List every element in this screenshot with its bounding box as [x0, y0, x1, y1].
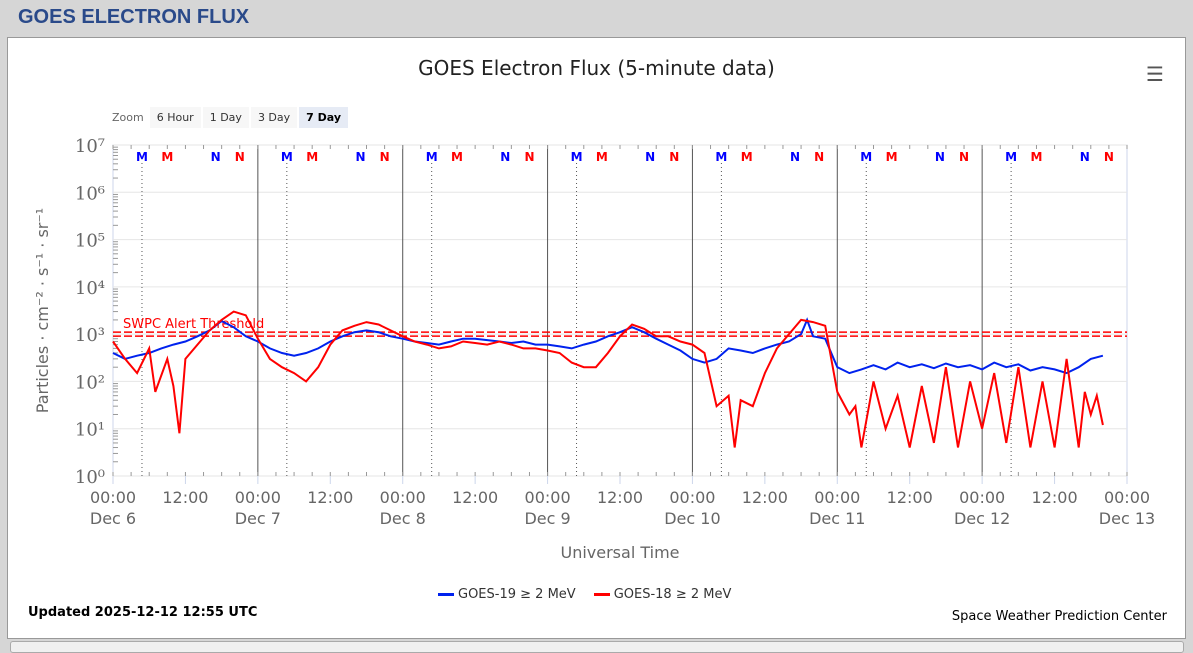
x-tick-label: 00:00 [525, 488, 571, 507]
local-time-marker-M: M [741, 150, 753, 164]
local-time-marker-M: M [1005, 150, 1017, 164]
x-tick-date: Dec 6 [90, 509, 136, 528]
x-tick-label: 12:00 [1032, 488, 1078, 507]
legend: GOES-19 ≥ 2 MeV GOES-18 ≥ 2 MeV [438, 587, 731, 602]
x-tick-label: 00:00 [380, 488, 426, 507]
local-time-marker-N: N [959, 150, 969, 164]
zoom-1-day-button[interactable]: 1 Day [202, 107, 249, 128]
zoom-3-day-button[interactable]: 3 Day [250, 107, 298, 128]
local-time-marker-M: M [596, 150, 608, 164]
legend-item-goes18[interactable]: GOES-18 ≥ 2 MeV [593, 587, 732, 602]
series-line-goes18 [112, 310, 1104, 448]
legend-swatch [438, 593, 454, 596]
x-tick-date: Dec 7 [235, 509, 281, 528]
x-tick-label: 00:00 [669, 488, 715, 507]
local-time-marker-N: N [211, 150, 221, 164]
local-time-marker-N: N [235, 150, 245, 164]
x-tick-date: Dec 9 [524, 509, 570, 528]
x-tick-label: 12:00 [162, 488, 208, 507]
x-tick-label: 00:00 [235, 488, 281, 507]
local-time-marker-N: N [524, 150, 534, 164]
local-time-marker-N: N [355, 150, 365, 164]
x-tick-label: 12:00 [452, 488, 498, 507]
x-tick-label: 12:00 [887, 488, 933, 507]
legend-label: GOES-19 ≥ 2 MeV [458, 587, 576, 602]
local-time-marker-M: M [1030, 150, 1042, 164]
x-tick-label: 12:00 [307, 488, 353, 507]
y-tick-label: 10⁶ [75, 183, 105, 204]
y-tick-label: 10³ [75, 325, 105, 346]
local-time-marker-N: N [1080, 150, 1090, 164]
local-time-marker-N: N [645, 150, 655, 164]
y-tick-label: 10⁵ [75, 231, 105, 252]
hamburger-menu-icon[interactable]: ☰ [1146, 62, 1164, 86]
x-tick-date: Dec 8 [380, 509, 426, 528]
legend-swatch [593, 593, 610, 596]
x-tick-label: 00:00 [1104, 488, 1150, 507]
y-axis-label: Particles · cm⁻² · s⁻¹ · sr⁻¹ [33, 208, 52, 413]
legend-label: GOES-18 ≥ 2 MeV [613, 587, 732, 602]
y-tick-label: 10¹ [75, 420, 105, 441]
local-time-marker-M: M [451, 150, 463, 164]
legend-item-goes19[interactable]: GOES-19 ≥ 2 MeV [438, 587, 576, 602]
zoom-6-hour-button[interactable]: 6 Hour [149, 107, 201, 128]
zoom-label: Zoom [112, 111, 144, 124]
x-tick-label: 00:00 [959, 488, 1005, 507]
local-time-marker-M: M [281, 150, 293, 164]
local-time-marker-M: M [860, 150, 872, 164]
x-tick-label: 12:00 [597, 488, 643, 507]
local-time-marker-N: N [669, 150, 679, 164]
y-tick-label: 10² [75, 372, 105, 393]
x-axis-label: Universal Time [560, 543, 679, 562]
x-tick-date: Dec 11 [809, 509, 865, 528]
local-time-marker-N: N [814, 150, 824, 164]
x-tick-date: Dec 12 [954, 509, 1010, 528]
local-time-marker-N: N [380, 150, 390, 164]
next-panel-edge [10, 641, 1184, 653]
x-tick-label: 12:00 [742, 488, 788, 507]
chart-panel: GOES Electron Flux (5-minute data) ☰ Zoo… [7, 37, 1186, 639]
y-tick-label: 10⁴ [75, 278, 105, 299]
series-line-goes19 [112, 317, 1104, 375]
credit-text: Space Weather Prediction Center [951, 609, 1167, 624]
local-time-marker-N: N [500, 150, 510, 164]
zoom-selector: Zoom 6 Hour 1 Day 3 Day 7 Day [112, 107, 350, 128]
zoom-7-day-button[interactable]: 7 Day [299, 107, 349, 128]
x-tick-label: 00:00 [90, 488, 136, 507]
local-time-marker-N: N [1104, 150, 1114, 164]
plot-area [112, 144, 1128, 477]
threshold-label: SWPC Alert Threshold [123, 317, 264, 332]
local-time-marker-M: M [426, 150, 438, 164]
page-header: GOES ELECTRON FLUX [0, 0, 1193, 36]
local-time-marker-M: M [306, 150, 318, 164]
x-tick-date: Dec 10 [664, 509, 720, 528]
chart-title: GOES Electron Flux (5-minute data) [418, 56, 775, 80]
local-time-marker-N: N [790, 150, 800, 164]
page-title: GOES ELECTRON FLUX [18, 6, 250, 28]
local-time-marker-M: M [571, 150, 583, 164]
local-time-marker-M: M [136, 150, 148, 164]
updated-timestamp: Updated 2025-12-12 12:55 UTC [28, 605, 258, 620]
chart-plot: 10⁰ 10¹ 10² 10³ 10⁴ 10⁵ 10⁶ 10⁷ Particles · cm⁻²… [33, 136, 1155, 562]
y-tick-label: 10⁷ [75, 136, 105, 157]
local-time-marker-M: M [161, 150, 173, 164]
y-tick-label: 10⁰ [75, 467, 105, 488]
local-time-marker-M: M [886, 150, 898, 164]
x-tick-date: Dec 13 [1099, 509, 1155, 528]
x-tick-label: 00:00 [814, 488, 860, 507]
local-time-marker-N: N [935, 150, 945, 164]
local-time-marker-M: M [715, 150, 727, 164]
